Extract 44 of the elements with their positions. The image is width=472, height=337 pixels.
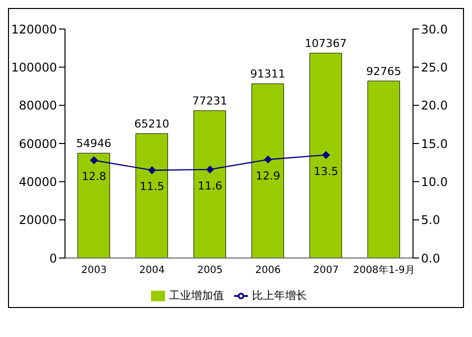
data-label: 91311 [250, 68, 286, 81]
y-tick-label: 40000 [18, 174, 57, 189]
x-tick-label: 2006 [255, 265, 281, 276]
bar [310, 52, 342, 258]
point [148, 166, 156, 174]
y2-tick-label: 0.0 [421, 251, 440, 266]
point [322, 150, 330, 159]
bar [368, 80, 400, 258]
y-tick-label: 20000 [18, 213, 57, 228]
bar [78, 152, 110, 258]
data-label: 12.8 [82, 170, 106, 184]
data-label: 11.6 [198, 179, 222, 192]
x-tick-label: 2003 [81, 265, 107, 276]
data-label: 65210 [134, 118, 170, 131]
legend-label: 比上年增长 [252, 289, 307, 302]
y2-tick-label: 20.0 [421, 98, 448, 113]
y-tick-label: 60000 [18, 136, 57, 151]
y2-tick-label: 10.0 [421, 174, 448, 189]
data-label: 13.5 [314, 164, 338, 178]
data-label: 92765 [366, 64, 402, 78]
data-label: 77231 [192, 94, 228, 108]
x-tick-label: 2005 [197, 265, 223, 276]
y-tick-label: 120000 [11, 22, 57, 36]
y2-tick-label: 5.0 [421, 213, 440, 228]
x-tick-label: 2007 [313, 265, 339, 276]
y2-tick-label: 25.0 [421, 60, 448, 74]
x-tick-label: 2004 [139, 265, 165, 276]
point [90, 156, 98, 164]
data-label: 107367 [304, 37, 347, 50]
y-tick-label: 100000 [11, 60, 57, 74]
data-label: 54946 [76, 137, 112, 150]
x-tick-label: 2008年1-9月 [353, 264, 415, 276]
point [206, 165, 214, 174]
bar [194, 110, 226, 258]
y-tick-label: 80000 [18, 98, 57, 113]
bar [252, 84, 284, 258]
data-label: 11.5 [140, 180, 164, 194]
y-tick-label: 0 [49, 251, 57, 266]
point [264, 156, 272, 164]
data-label: 12.9 [256, 169, 280, 182]
legend-label: 工业增加值 [169, 289, 224, 302]
y2-tick-label: 30.0 [421, 22, 448, 36]
y2-tick-label: 15.0 [421, 136, 448, 151]
bar [136, 133, 168, 258]
